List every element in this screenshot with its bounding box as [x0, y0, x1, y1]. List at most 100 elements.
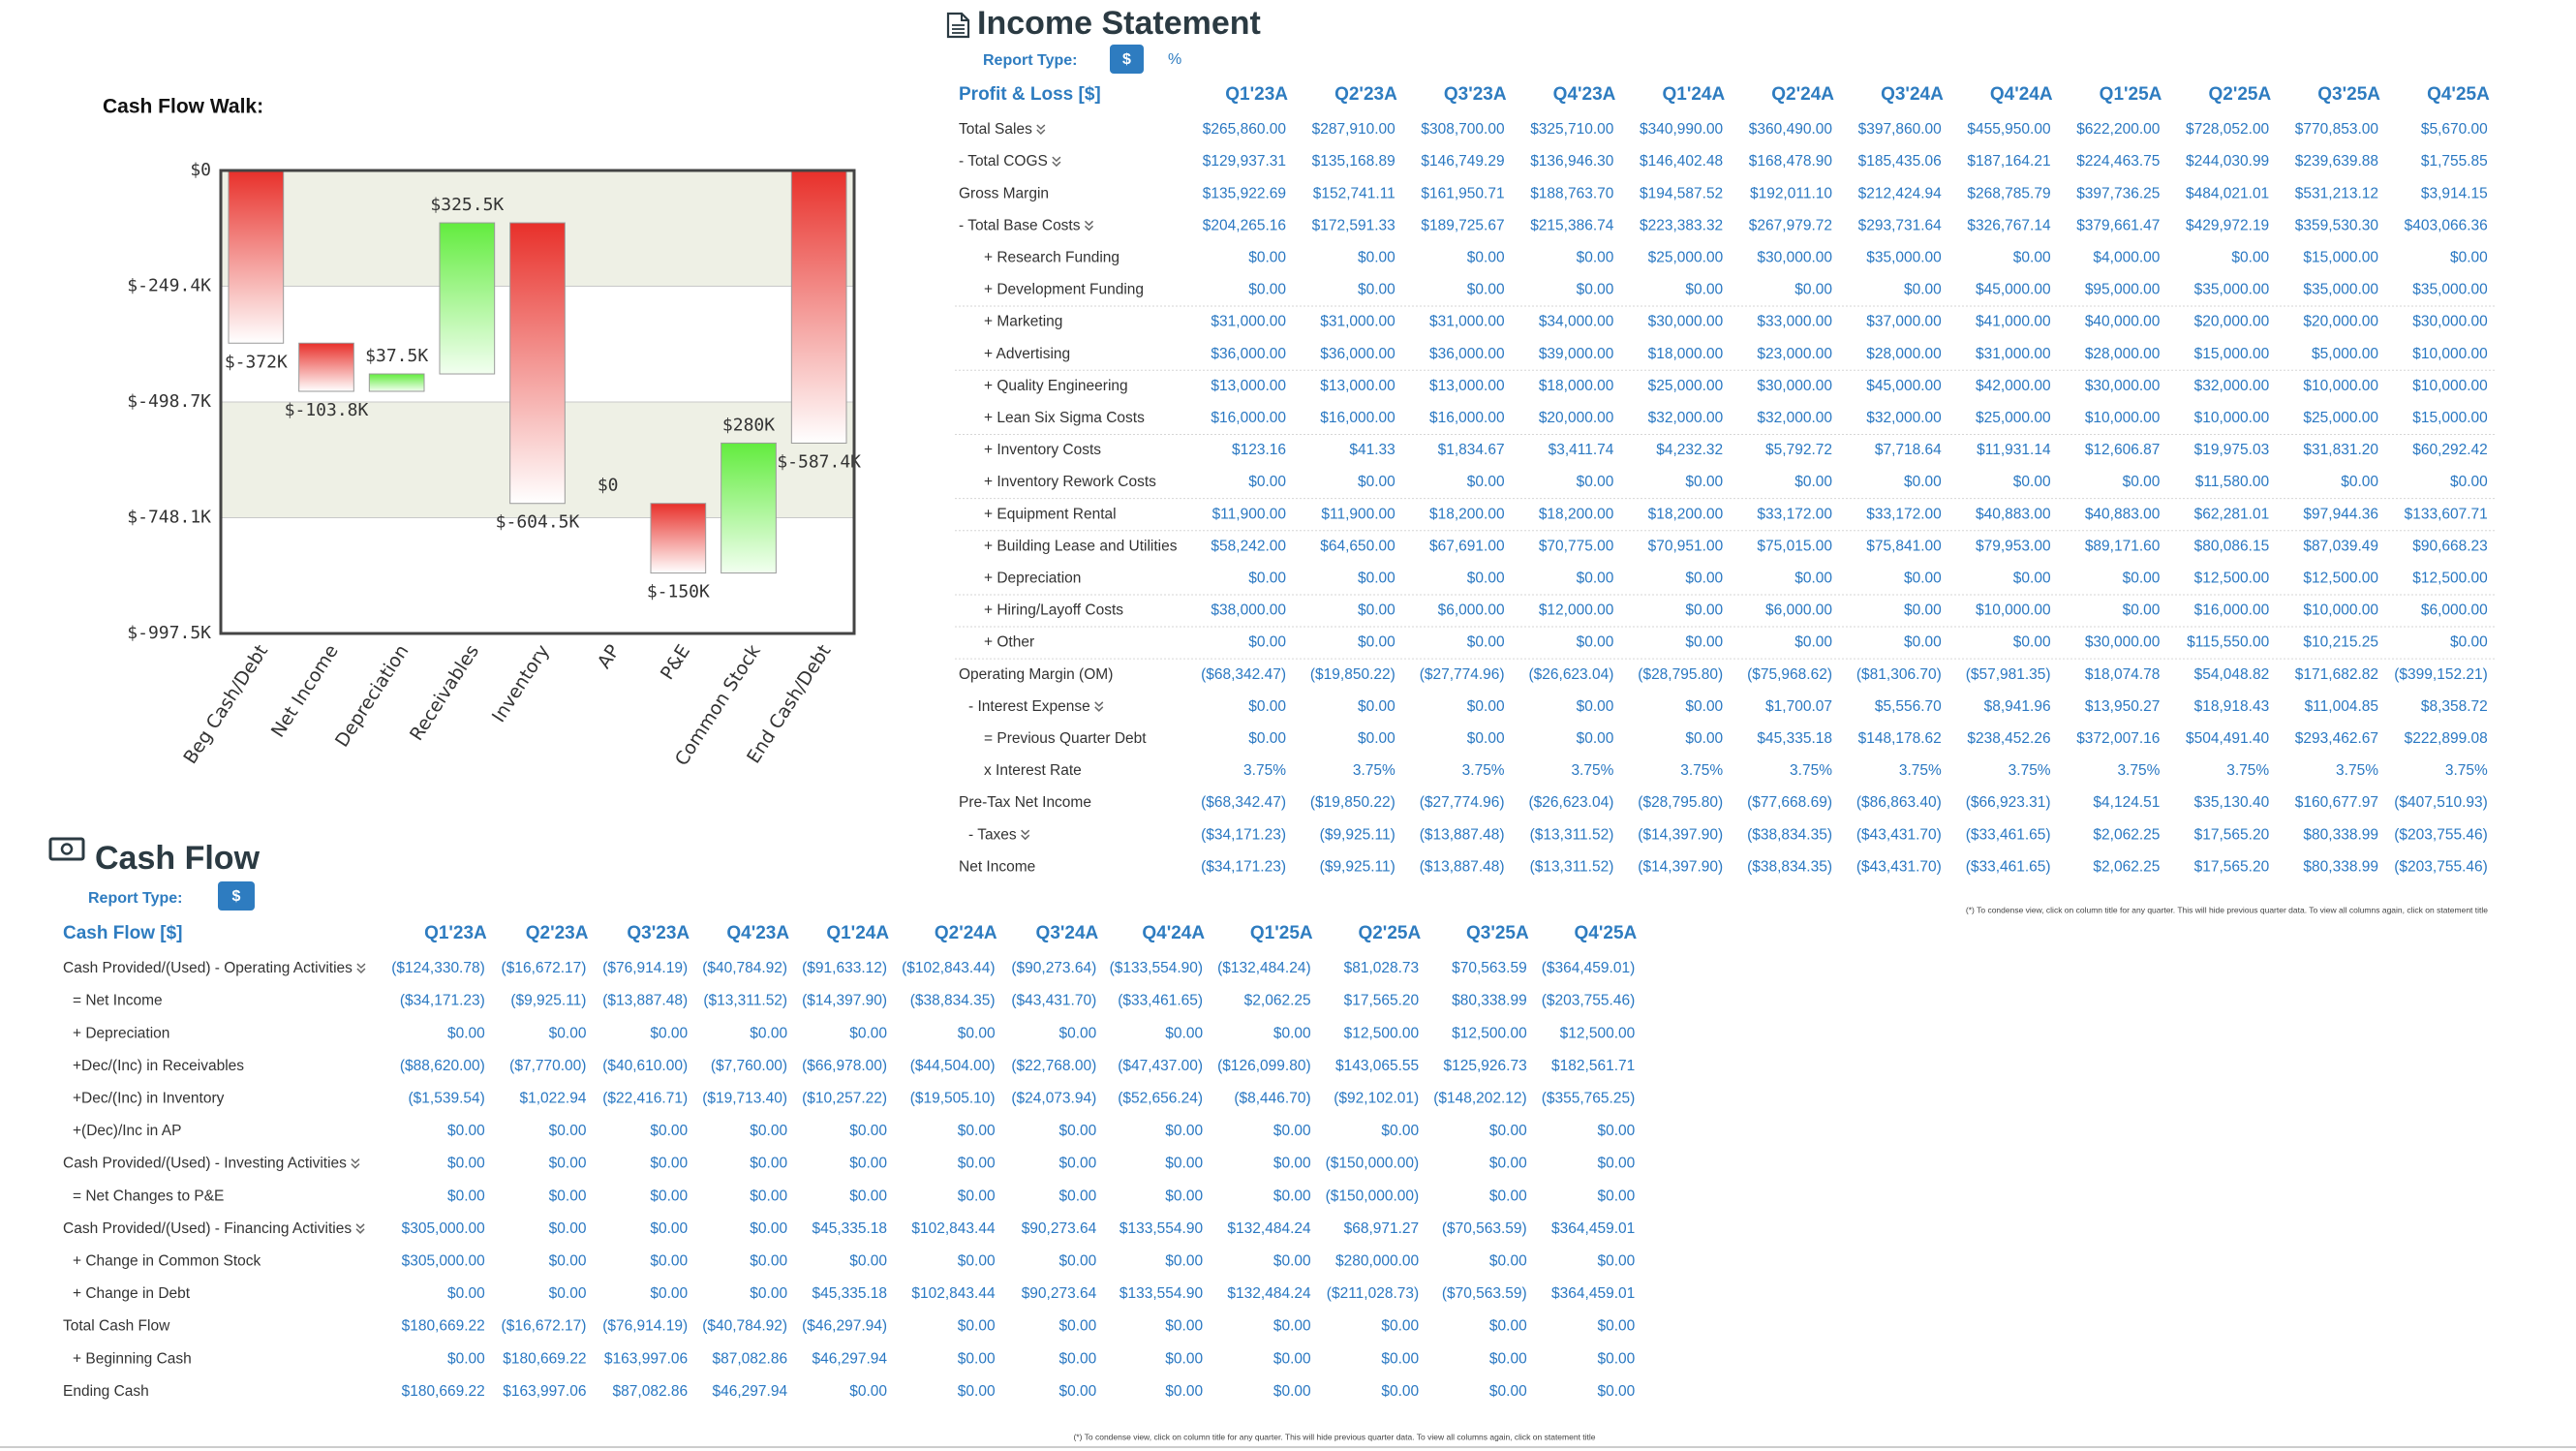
column-header[interactable]: Q4'23A: [1553, 84, 1616, 105]
cell-value: $0.00: [549, 1188, 587, 1204]
cell-value: $30,000.00: [2085, 634, 2161, 651]
expand-caret[interactable]: [356, 963, 366, 974]
column-header[interactable]: Q3'24A: [1881, 84, 1944, 105]
cell-value: ($364,459.01): [1542, 960, 1636, 976]
report-type-option[interactable]: $: [232, 888, 241, 905]
cell-value: $0.00: [1467, 249, 1505, 265]
column-header[interactable]: Q2'24A: [1771, 84, 1834, 105]
cell-value: $132,484.24: [1227, 1220, 1311, 1237]
cell-value: $0.00: [1467, 634, 1505, 651]
expand-caret[interactable]: [351, 1158, 360, 1169]
cell-value: $0.00: [1794, 570, 1832, 586]
expand-caret[interactable]: [355, 1223, 365, 1234]
cell-value: $0.00: [1381, 1350, 1419, 1367]
cell-value: $0.00: [1685, 602, 1723, 619]
cell-value: $0.00: [750, 1123, 787, 1139]
column-header[interactable]: Q3'25A: [1466, 923, 1529, 943]
cell-value: $0.00: [1358, 474, 1395, 490]
cell-value: $0.00: [2450, 634, 2488, 651]
cell-value: ($24,073.94): [1011, 1090, 1096, 1106]
row-label: + Quality Engineering: [984, 378, 1128, 394]
cell-value: $30,000.00: [2085, 378, 2161, 394]
cell-value: $146,402.48: [1640, 153, 1723, 170]
column-header[interactable]: Q3'24A: [1036, 923, 1099, 943]
cell-value: $0.00: [1794, 282, 1832, 298]
cell-value: $152,741.11: [1313, 185, 1395, 201]
column-header[interactable]: Q4'23A: [726, 923, 789, 943]
cell-value: $187,164.21: [1967, 153, 2050, 170]
table-header[interactable]: Profit & Loss [$]: [959, 84, 1101, 105]
cell-value: ($13,887.48): [1420, 858, 1505, 875]
cell-value: $25,000.00: [1648, 249, 1724, 265]
cell-value: $0.00: [958, 1252, 996, 1269]
column-header[interactable]: Q1'24A: [1662, 84, 1725, 105]
cell-value: $2,062.25: [1244, 993, 1311, 1009]
report-type-label: Report Type:: [983, 52, 1077, 69]
cell-value: $11,004.85: [2305, 698, 2378, 715]
column-header[interactable]: Q3'25A: [2317, 84, 2380, 105]
column-header[interactable]: Q4'24A: [1142, 923, 1205, 943]
cell-value: $35,000.00: [2194, 282, 2270, 298]
expand-caret[interactable]: [1036, 124, 1046, 136]
column-header[interactable]: Q2'25A: [1358, 923, 1421, 943]
cell-value: $0.00: [1467, 570, 1505, 586]
cell-value: $11,900.00: [1321, 506, 1395, 522]
expand-caret[interactable]: [1052, 156, 1061, 168]
cell-value: $182,561.71: [1551, 1058, 1635, 1074]
expand-caret[interactable]: [1094, 701, 1104, 712]
cell-value: $13,000.00: [1211, 378, 1286, 394]
cell-value: $0.00: [1165, 1252, 1203, 1269]
column-header[interactable]: Q1'23A: [1225, 84, 1288, 105]
column-header[interactable]: Q4'25A: [2427, 84, 2490, 105]
cell-value: $0.00: [1358, 249, 1395, 265]
column-header[interactable]: Q2'24A: [935, 923, 997, 943]
cell-value: $223,383.32: [1640, 217, 1723, 233]
cell-value: $32,000.00: [1757, 410, 1832, 426]
report-type-option[interactable]: %: [1168, 51, 1181, 68]
cell-value: $163,997.06: [503, 1383, 586, 1400]
cell-value: $95,000.00: [2085, 282, 2161, 298]
cell-value: $0.00: [849, 1188, 887, 1204]
column-header[interactable]: Q1'24A: [826, 923, 889, 943]
report-type-button[interactable]: [218, 881, 255, 911]
cell-value: $0.00: [1794, 634, 1832, 651]
column-header[interactable]: Q1'25A: [1250, 923, 1313, 943]
column-header[interactable]: Q1'25A: [2100, 84, 2162, 105]
cell-value: 3.75%: [2445, 762, 2488, 779]
expand-caret[interactable]: [1084, 220, 1094, 232]
report-type-option[interactable]: $: [1122, 51, 1131, 68]
cell-value: $0.00: [958, 1025, 996, 1041]
cell-value: $0.00: [549, 1252, 587, 1269]
table-header[interactable]: Cash Flow [$]: [63, 923, 183, 943]
column-header[interactable]: Q2'25A: [2208, 84, 2271, 105]
column-header[interactable]: Q3'23A: [627, 923, 690, 943]
column-header[interactable]: Q4'25A: [1575, 923, 1638, 943]
cell-value: $17,565.20: [1344, 993, 1420, 1009]
cell-value: $70,775.00: [1539, 538, 1614, 554]
cell-value: $0.00: [958, 1123, 996, 1139]
cell-value: $0.00: [750, 1285, 787, 1302]
cell-value: $379,661.47: [2076, 217, 2160, 233]
cell-value: $35,000.00: [1866, 249, 1942, 265]
cell-value: $10,000.00: [1976, 602, 2051, 619]
cell-value: $305,000.00: [402, 1220, 486, 1237]
column-header[interactable]: Q1'23A: [424, 923, 487, 943]
cell-value: $0.00: [750, 1156, 787, 1172]
cell-value: $0.00: [650, 1188, 688, 1204]
cell-value: $18,000.00: [1539, 378, 1614, 394]
cell-value: $0.00: [1685, 474, 1723, 490]
column-header[interactable]: Q4'24A: [1990, 84, 2053, 105]
column-header[interactable]: Q2'23A: [1334, 84, 1397, 105]
cell-value: $0.00: [650, 1285, 688, 1302]
cell-value: $192,011.10: [1750, 185, 1832, 201]
column-header[interactable]: Q3'23A: [1444, 84, 1507, 105]
report-type-button[interactable]: [1110, 45, 1144, 74]
column-header[interactable]: Q2'23A: [526, 923, 589, 943]
expand-caret[interactable]: [1021, 829, 1030, 841]
cell-value: $90,273.64: [1022, 1220, 1097, 1237]
row-label: + Development Funding: [984, 282, 1144, 298]
cell-value: 3.75%: [1680, 762, 1723, 779]
cell-value: $79,953.00: [1976, 538, 2051, 554]
cell-value: $0.00: [447, 1025, 485, 1041]
cell-value: $429,972.19: [2186, 217, 2269, 233]
